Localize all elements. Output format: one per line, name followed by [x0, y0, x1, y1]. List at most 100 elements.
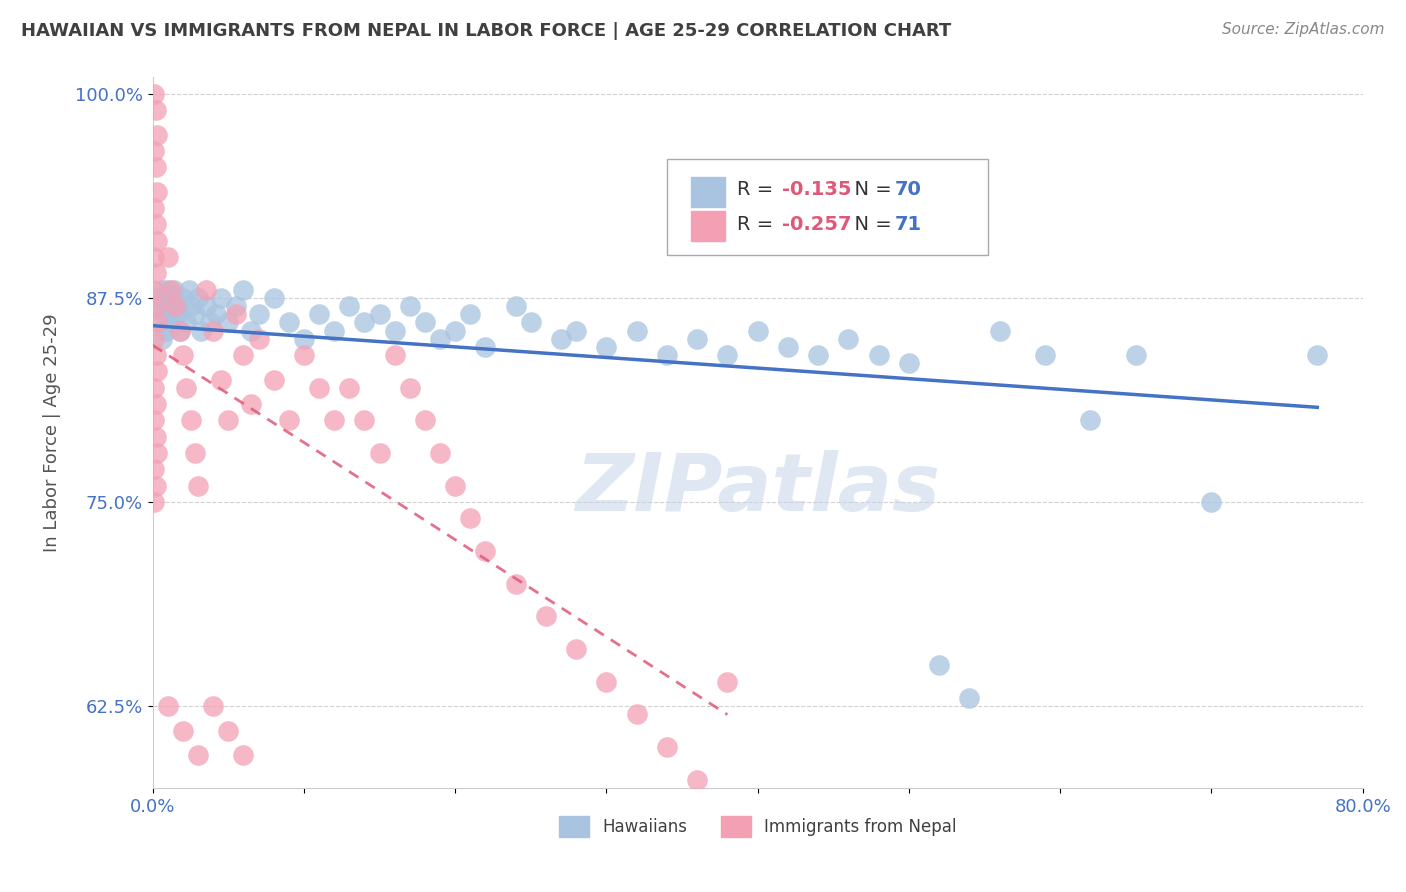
Point — [460, 511, 482, 525]
Point — [263, 373, 285, 387]
Point — [184, 446, 207, 460]
Point — [1201, 495, 1223, 509]
Point — [474, 544, 496, 558]
Point — [146, 185, 169, 199]
Point — [146, 446, 169, 460]
Point — [263, 291, 285, 305]
Point — [174, 315, 197, 329]
Point — [308, 307, 330, 321]
Point — [240, 397, 263, 411]
Point — [163, 283, 186, 297]
Point — [143, 381, 166, 395]
Point — [172, 348, 194, 362]
Point — [200, 315, 222, 329]
Point — [565, 642, 588, 657]
Point — [626, 707, 648, 722]
Point — [323, 413, 346, 427]
Point — [155, 324, 177, 338]
Point — [277, 315, 299, 329]
Point — [143, 283, 166, 297]
Point — [143, 462, 166, 476]
Text: Source: ZipAtlas.com: Source: ZipAtlas.com — [1222, 22, 1385, 37]
Point — [149, 315, 172, 329]
Point — [150, 332, 173, 346]
Text: -0.135: -0.135 — [782, 180, 852, 199]
Point — [190, 324, 212, 338]
Point — [368, 446, 391, 460]
Point — [534, 609, 557, 624]
Point — [520, 315, 543, 329]
Point — [165, 299, 187, 313]
Point — [807, 348, 830, 362]
Point — [153, 307, 176, 321]
Point — [565, 324, 588, 338]
Point — [398, 381, 420, 395]
Point — [187, 291, 209, 305]
Point — [240, 324, 263, 338]
Point — [156, 250, 179, 264]
Point — [957, 691, 980, 706]
Point — [217, 413, 239, 427]
Point — [165, 307, 187, 321]
Point — [145, 267, 167, 281]
Point — [146, 128, 169, 142]
Point — [146, 364, 169, 378]
FancyBboxPatch shape — [666, 159, 987, 255]
Text: -0.257: -0.257 — [782, 215, 852, 234]
Point — [146, 291, 169, 305]
Point — [177, 283, 200, 297]
Point — [152, 283, 174, 297]
Point — [143, 250, 166, 264]
Text: N =: N = — [842, 180, 893, 199]
Point — [202, 699, 225, 714]
Point — [157, 299, 180, 313]
Point — [145, 299, 167, 313]
Point — [194, 283, 217, 297]
Point — [308, 381, 330, 395]
Point — [225, 299, 247, 313]
Point — [217, 315, 239, 329]
Point — [868, 348, 890, 362]
Point — [187, 479, 209, 493]
Point — [145, 479, 167, 493]
Point — [209, 291, 232, 305]
Point — [172, 723, 194, 738]
Point — [143, 495, 166, 509]
Text: 71: 71 — [894, 215, 921, 234]
FancyBboxPatch shape — [692, 177, 725, 207]
Point — [595, 674, 617, 689]
Point — [337, 381, 360, 395]
Point — [143, 201, 166, 215]
Point — [384, 348, 406, 362]
Point — [172, 291, 194, 305]
Point — [1125, 348, 1147, 362]
Point — [247, 332, 270, 346]
Point — [337, 299, 360, 313]
Point — [169, 324, 191, 338]
Point — [143, 87, 166, 101]
Point — [398, 299, 420, 313]
Y-axis label: In Labor Force | Age 25-29: In Labor Force | Age 25-29 — [44, 313, 60, 552]
Point — [145, 161, 167, 175]
Text: R =: R = — [737, 215, 779, 234]
Text: R =: R = — [737, 180, 779, 199]
Point — [143, 144, 166, 158]
Text: ZIPatlas: ZIPatlas — [575, 450, 941, 528]
Point — [292, 332, 315, 346]
Point — [156, 699, 179, 714]
Point — [1033, 348, 1056, 362]
Point — [160, 283, 183, 297]
Point — [429, 446, 451, 460]
Point — [747, 324, 769, 338]
Point — [776, 340, 799, 354]
Point — [323, 324, 346, 338]
Point — [384, 324, 406, 338]
Point — [595, 340, 617, 354]
FancyBboxPatch shape — [692, 211, 725, 241]
Point — [353, 315, 375, 329]
Point — [444, 324, 467, 338]
Point — [716, 674, 738, 689]
Legend: Hawaiians, Immigrants from Nepal: Hawaiians, Immigrants from Nepal — [553, 810, 963, 844]
Point — [174, 381, 197, 395]
Point — [225, 307, 247, 321]
